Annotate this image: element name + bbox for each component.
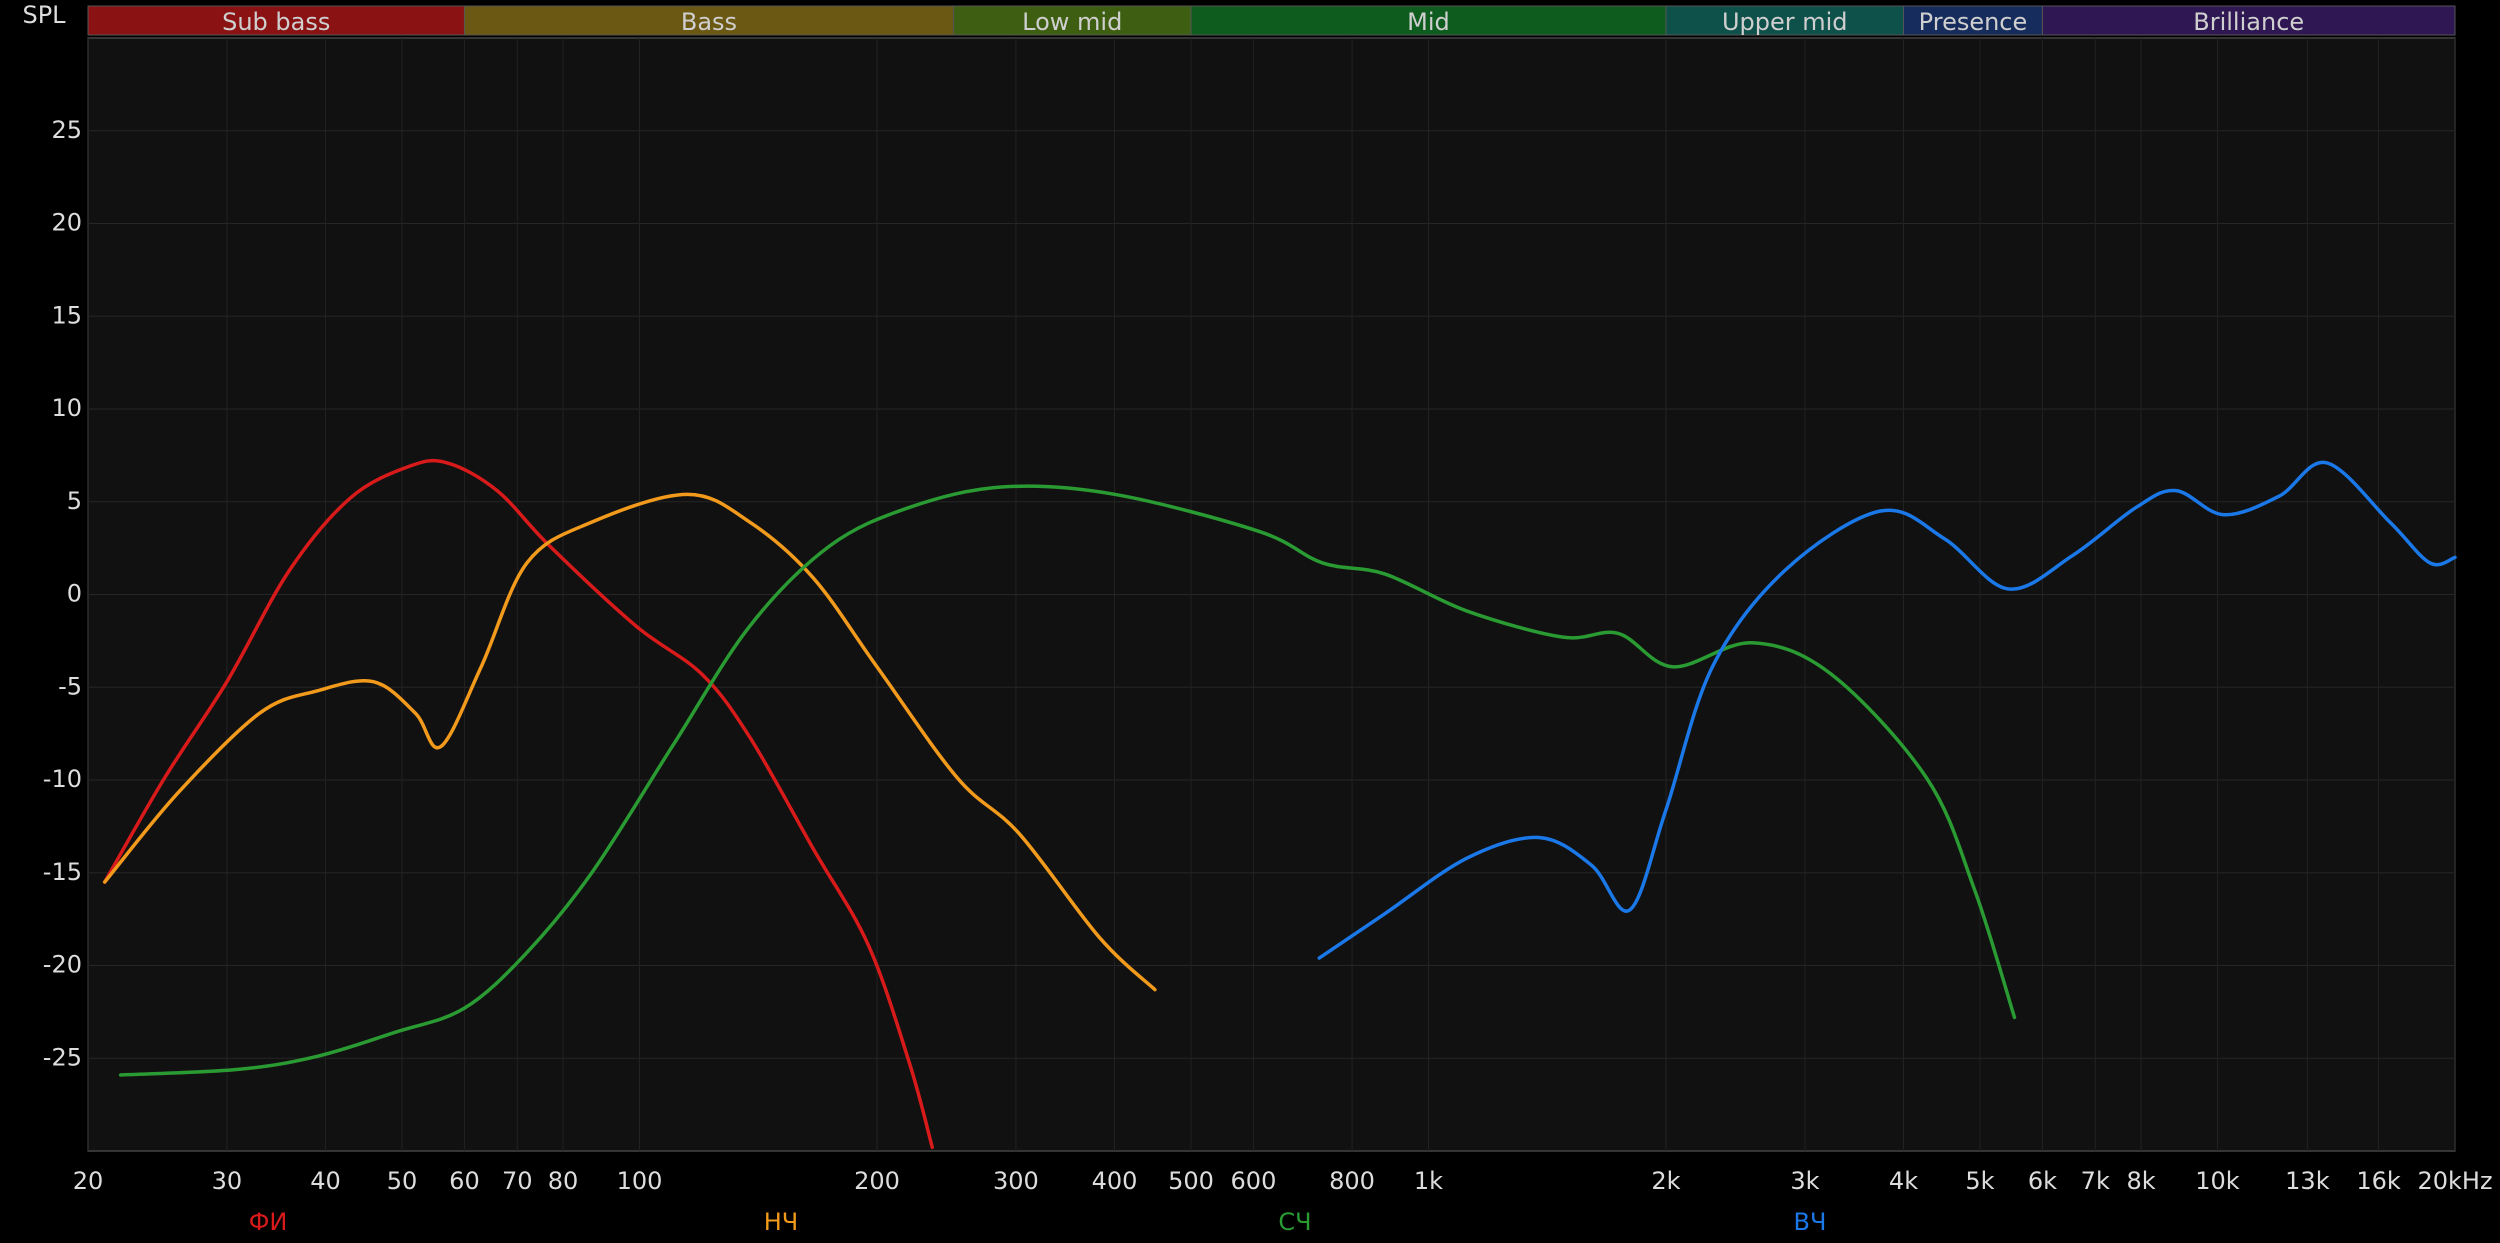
y-tick-label: 0 xyxy=(67,580,82,608)
band-label: Bass xyxy=(681,8,737,36)
series-line xyxy=(118,484,2017,1077)
x-tick-label: 40 xyxy=(310,1167,341,1195)
x-tick-label: 100 xyxy=(617,1167,663,1195)
x-tick-label: 30 xyxy=(212,1167,243,1195)
y-tick-label: 10 xyxy=(51,394,82,422)
x-tick-label: 16k xyxy=(2356,1167,2401,1195)
y-axis-label: SPL xyxy=(22,1,66,29)
x-tick-label: 6k xyxy=(2028,1167,2057,1195)
x-tick-label: 7k xyxy=(2081,1167,2110,1195)
x-tick-label: 60 xyxy=(449,1167,480,1195)
x-tick-label: 200 xyxy=(854,1167,900,1195)
band xyxy=(952,5,1192,36)
band-label: Presence xyxy=(1919,8,2028,36)
band-label: Low mid xyxy=(1022,8,1122,36)
y-tick-label: 25 xyxy=(51,116,82,144)
y-tick-label: -25 xyxy=(43,1043,82,1071)
x-tick-label: 600 xyxy=(1231,1167,1277,1195)
legend-label: СЧ xyxy=(1278,1208,1311,1236)
band-label: Mid xyxy=(1407,8,1450,36)
x-tick-label: 1k xyxy=(1414,1167,1443,1195)
x-tick-label: 20kHz xyxy=(2417,1167,2492,1195)
x-tick-label: 2k xyxy=(1651,1167,1680,1195)
x-tick-label: 80 xyxy=(548,1167,579,1195)
series-line xyxy=(102,492,1157,992)
legend-label: ФИ xyxy=(249,1208,288,1236)
y-tick-label: -5 xyxy=(58,672,82,700)
y-tick-label: 15 xyxy=(51,301,82,329)
y-tick-label: 5 xyxy=(67,487,82,515)
x-tick-label: 300 xyxy=(993,1167,1039,1195)
band-label: Upper mid xyxy=(1722,8,1848,36)
y-tick-label: -20 xyxy=(43,951,82,979)
band-label: Sub bass xyxy=(222,8,330,36)
legend-label: НЧ xyxy=(764,1208,799,1236)
x-tick-label: 800 xyxy=(1329,1167,1375,1195)
x-tick-label: 50 xyxy=(387,1167,418,1195)
legend-label: ВЧ xyxy=(1794,1208,1827,1236)
band xyxy=(463,5,954,36)
y-tick-label: -10 xyxy=(43,765,82,793)
band xyxy=(2041,5,2456,36)
x-tick-label: 20 xyxy=(73,1167,104,1195)
y-tick-label: 20 xyxy=(51,209,82,237)
band xyxy=(1665,5,1905,36)
band xyxy=(87,5,465,36)
x-tick-label: 5k xyxy=(1965,1167,1994,1195)
x-tick-label: 400 xyxy=(1092,1167,1138,1195)
y-tick-label: -15 xyxy=(43,858,82,886)
x-tick-label: 500 xyxy=(1168,1167,1214,1195)
x-tick-label: 4k xyxy=(1889,1167,1918,1195)
band-label: Brilliance xyxy=(2193,8,2304,36)
x-tick-label: 10k xyxy=(2195,1167,2240,1195)
series-line xyxy=(1317,460,2457,960)
series-line xyxy=(102,458,935,1150)
x-tick-label: 3k xyxy=(1790,1167,1819,1195)
x-tick-label: 13k xyxy=(2285,1167,2330,1195)
x-tick-label: 8k xyxy=(2126,1167,2155,1195)
x-tick-label: 70 xyxy=(502,1167,533,1195)
band xyxy=(1190,5,1667,36)
